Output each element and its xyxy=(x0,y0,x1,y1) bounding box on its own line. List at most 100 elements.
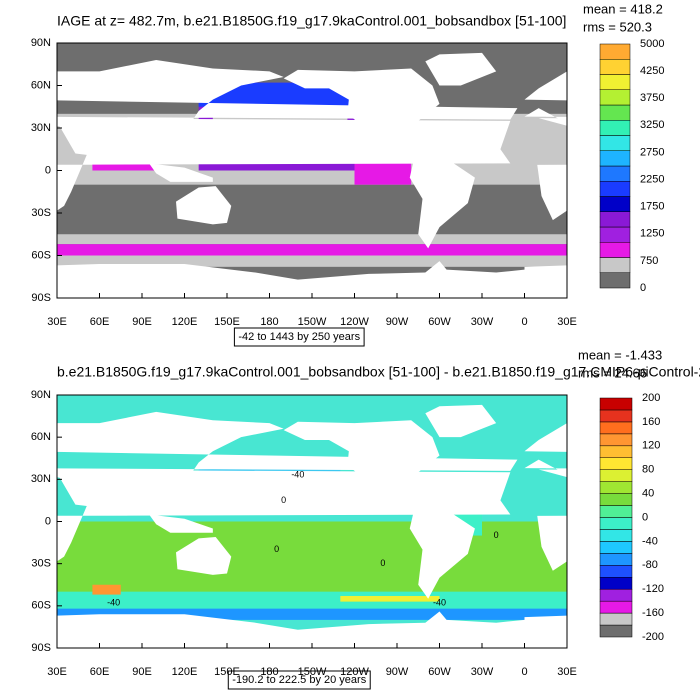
lon-label: 180 xyxy=(260,666,278,678)
lon-label: 0 xyxy=(521,666,527,678)
colorbar-box xyxy=(599,505,633,518)
range-note: -190.2 to 222.5 by 20 years xyxy=(232,674,366,686)
map: -40 0 0 0 0 -40 -40 xyxy=(0,395,700,648)
colorbar-label: 160 xyxy=(642,416,660,428)
field-region xyxy=(57,255,567,267)
lon-label: 30E xyxy=(557,316,577,328)
field-region xyxy=(57,521,567,592)
colorbar-label: 80 xyxy=(642,464,654,476)
stat: rms = 24.66 xyxy=(578,365,647,380)
colorbar-label: 3250 xyxy=(640,119,664,131)
contour-label: -40 xyxy=(433,597,446,607)
colorbar-box xyxy=(599,135,631,151)
colorbar-box xyxy=(599,120,631,136)
land xyxy=(0,60,7,163)
colorbar-label: 3750 xyxy=(640,92,664,104)
colorbar-box xyxy=(599,211,631,228)
lon-label: 60W xyxy=(428,666,451,678)
land xyxy=(0,611,15,648)
land xyxy=(409,507,475,599)
lat-label: 60S xyxy=(31,249,51,261)
colorbar-box xyxy=(599,481,633,494)
field-region xyxy=(567,234,700,244)
field-region xyxy=(567,592,700,609)
colorbar-box xyxy=(599,421,633,435)
colorbar-box xyxy=(599,150,631,167)
colorbar-box xyxy=(599,43,631,60)
colorbar-box xyxy=(599,600,633,614)
range-note: -42 to 1443 by 250 years xyxy=(238,331,360,343)
land xyxy=(659,514,700,532)
map xyxy=(0,43,700,298)
colorbar-label: 0 xyxy=(642,511,648,523)
colorbar-box xyxy=(599,445,633,458)
land xyxy=(57,611,525,648)
lon-label: 150W xyxy=(298,316,327,328)
colorbar-box xyxy=(599,74,631,90)
colorbar-box xyxy=(599,457,633,470)
colorbar-box xyxy=(599,433,633,447)
land xyxy=(425,52,497,86)
lon-label: 60E xyxy=(90,666,110,678)
land xyxy=(659,163,700,181)
contour-label: -40 xyxy=(107,597,120,607)
lat-label: 90N xyxy=(31,37,51,49)
lon-label: 30W xyxy=(471,666,494,678)
colorbar-label: -40 xyxy=(642,535,658,547)
field-region xyxy=(57,234,567,245)
colorbar-box xyxy=(599,612,633,626)
land xyxy=(524,615,567,648)
range-note-box xyxy=(233,327,365,347)
lon-label: 120W xyxy=(340,666,369,678)
land xyxy=(524,265,567,298)
colorbar-box xyxy=(599,577,633,590)
land xyxy=(176,186,232,225)
lat-label: 30N xyxy=(31,122,51,134)
colorbar-box xyxy=(599,104,631,121)
colorbar-label: -200 xyxy=(642,631,664,643)
lon-label: 90E xyxy=(132,666,152,678)
colorbar-label: 750 xyxy=(640,255,658,267)
lon-label: 30W xyxy=(471,316,494,328)
field-region xyxy=(567,244,700,255)
colorbar-box xyxy=(599,409,633,423)
land xyxy=(57,60,518,164)
land xyxy=(537,469,567,571)
land xyxy=(0,261,15,298)
field-region xyxy=(567,522,700,592)
colorbar-label: -80 xyxy=(642,559,658,571)
lat-label: 90S xyxy=(31,642,51,654)
colorbar-box xyxy=(599,397,633,411)
colorbar-label: 1250 xyxy=(640,228,664,240)
colorbar-box xyxy=(599,226,631,243)
colorbar-box xyxy=(599,59,631,75)
colorbar-box xyxy=(599,196,631,212)
lon-label: 120E xyxy=(172,666,198,678)
colorbar-label: -160 xyxy=(642,607,664,619)
land xyxy=(686,186,700,224)
colorbar-box xyxy=(599,529,633,542)
field-region xyxy=(57,608,567,620)
land xyxy=(149,514,213,533)
land xyxy=(409,156,475,249)
colorbar-box xyxy=(599,181,631,197)
colorbar-box xyxy=(599,257,631,273)
lon-label: 150E xyxy=(214,666,240,678)
lat-label: 0 xyxy=(45,515,51,527)
lat-label: 90S xyxy=(31,292,51,304)
lon-label: 0 xyxy=(521,316,527,328)
lon-label: 30E xyxy=(557,666,577,678)
lon-label: 90W xyxy=(386,316,409,328)
range-note-box xyxy=(227,670,371,690)
field-region xyxy=(567,609,700,620)
land xyxy=(149,163,213,182)
contour-label: 0 xyxy=(281,495,286,505)
colorbar-label: 200 xyxy=(642,392,660,404)
stat: mean = -1.433 xyxy=(578,347,662,362)
lat-label: 30S xyxy=(31,207,51,219)
land xyxy=(686,537,700,575)
field-region xyxy=(354,163,412,185)
land xyxy=(524,71,567,124)
colorbar-label: 2250 xyxy=(640,173,664,185)
